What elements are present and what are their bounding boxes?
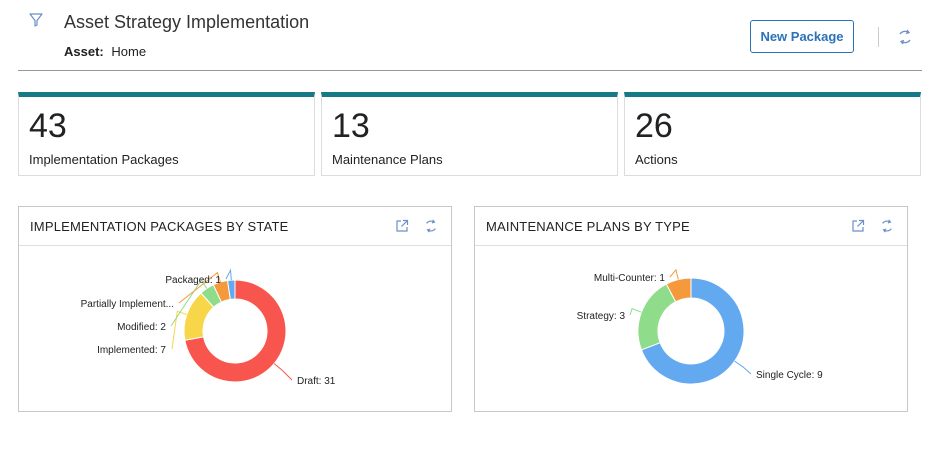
refresh-icon[interactable] <box>879 219 895 233</box>
kpi-implementation-packages[interactable]: 43 Implementation Packages <box>18 92 315 176</box>
open-external-icon[interactable] <box>395 219 409 233</box>
open-external-icon[interactable] <box>851 219 865 233</box>
leader-line-multi-counter <box>669 268 679 280</box>
asset-context: Asset: Home <box>64 44 146 59</box>
slice-draft[interactable] <box>184 279 287 383</box>
data-label-single-cycle: Single Cycle: 9 <box>756 370 823 381</box>
data-label-strategy: Strategy: 3 <box>577 311 626 322</box>
donut-chart: Draft: 31 Implemented: 7 Modified: 2 Partia… <box>81 268 336 387</box>
data-label-packaged: Packaged: 1 <box>165 275 221 286</box>
leader-line-strategy <box>629 308 642 316</box>
chart-card-packages-by-state: IMPLEMENTATION PACKAGES BY STATE Draft: … <box>18 206 452 412</box>
leader-line-draft <box>273 363 293 381</box>
leader-line-single-cycle <box>734 360 752 375</box>
data-label-multi-counter: Multi-Counter: 1 <box>594 273 666 284</box>
header-divider <box>18 70 922 71</box>
kpi-label: Maintenance Plans <box>332 152 443 167</box>
page-header: Asset Strategy Implementation Asset: Hom… <box>0 0 940 72</box>
leader-line-modified <box>170 279 208 327</box>
asset-value: Home <box>111 44 147 59</box>
data-label-modified: Modified: 2 <box>117 322 166 333</box>
kpi-value: 13 <box>332 107 370 145</box>
slice-multi-counter[interactable] <box>665 277 692 303</box>
data-label-partially-implement: Partially Implement... <box>81 299 174 310</box>
leader-line-implemented <box>171 310 187 350</box>
data-label-implemented: Implemented: 7 <box>97 345 166 356</box>
kpi-actions[interactable]: 26 Actions <box>624 92 921 176</box>
refresh-icon[interactable] <box>423 219 439 233</box>
slice-strategy[interactable] <box>637 283 677 351</box>
toolbar-divider <box>878 27 879 47</box>
kpi-maintenance-plans[interactable]: 13 Maintenance Plans <box>321 92 618 176</box>
data-label-draft: Draft: 31 <box>297 376 336 387</box>
kpi-label: Implementation Packages <box>29 152 179 167</box>
slice-single-cycle[interactable] <box>640 277 745 385</box>
leader-line-partially-implement <box>178 271 221 304</box>
card-header-divider <box>19 245 451 246</box>
kpi-value: 26 <box>635 107 673 145</box>
kpi-value: 43 <box>29 107 67 145</box>
leader-line-packaged <box>225 268 232 281</box>
kpi-label: Actions <box>635 152 678 167</box>
new-package-button[interactable]: New Package <box>750 20 854 53</box>
card-title: MAINTENANCE PLANS BY TYPE <box>486 219 690 234</box>
refresh-icon[interactable] <box>896 29 914 45</box>
card-title: IMPLEMENTATION PACKAGES BY STATE <box>30 219 289 234</box>
filter-icon[interactable] <box>28 12 44 28</box>
chart-card-plans-by-type: MAINTENANCE PLANS BY TYPE Single Cycle: … <box>474 206 908 412</box>
donut-chart: Single Cycle: 9 Strategy: 3 Multi-Counter:… <box>577 268 823 385</box>
page-title: Asset Strategy Implementation <box>64 12 310 32</box>
card-header-divider <box>475 245 907 246</box>
asset-label: Asset: <box>64 44 104 59</box>
slice-packaged[interactable] <box>227 279 236 300</box>
